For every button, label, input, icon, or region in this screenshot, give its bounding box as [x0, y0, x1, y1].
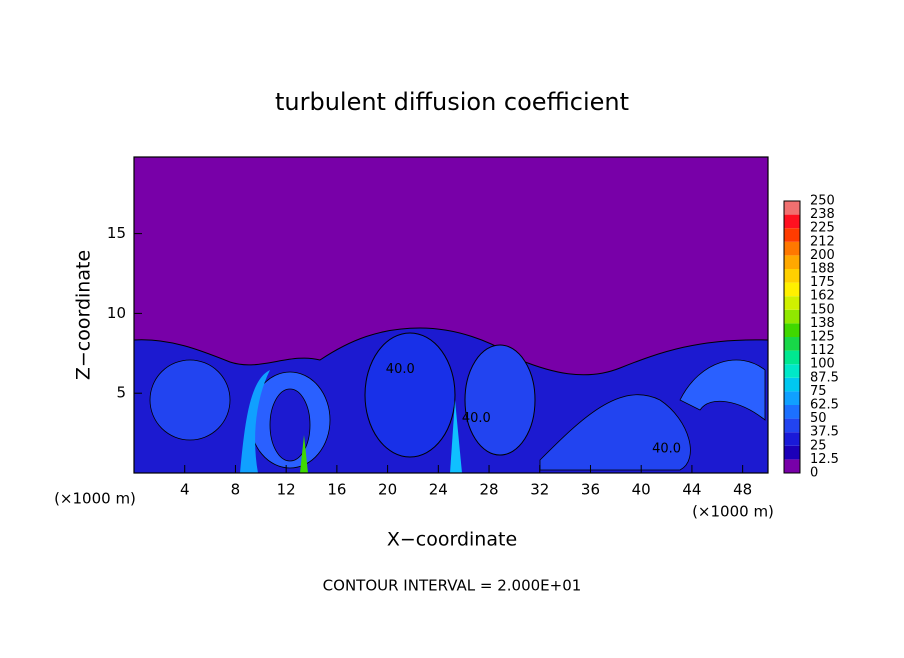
colorbar-tick-label: 175	[810, 275, 835, 290]
colorbar-swatch	[784, 377, 800, 392]
x-tick-label: 32	[530, 481, 549, 499]
colorbar-tick-label: 87.5	[810, 370, 839, 385]
x-axis-label: X−coordinate	[387, 529, 517, 551]
colorbar-swatch	[784, 459, 800, 473]
colorbar-tick-label: 138	[810, 316, 835, 331]
x-tick-label: 12	[277, 481, 296, 499]
x-unit-label: (×1000 m)	[692, 503, 774, 521]
colorbar-swatch	[784, 241, 800, 256]
colorbar-tick-label: 188	[810, 262, 835, 277]
colorbar-swatch	[784, 350, 800, 365]
chart-title: turbulent diffusion coefficient	[275, 88, 629, 116]
colorbar-tick-label: 225	[810, 221, 835, 236]
colorbar-swatch	[784, 228, 800, 242]
x-tick-label: 4	[180, 481, 190, 499]
colorbar-swatch	[784, 282, 800, 297]
colorbar-tick-label: 125	[810, 330, 835, 345]
colorbar-tick-label: 12.5	[810, 452, 839, 467]
colorbar-swatch	[784, 201, 800, 215]
field-region	[450, 400, 462, 473]
x-tick-label: 40	[632, 481, 651, 499]
colorbar-swatch	[784, 445, 800, 460]
y-tick-label: 10	[107, 304, 126, 322]
x-tick-label: 16	[327, 481, 346, 499]
colorbar-tick-label: 112	[810, 343, 835, 358]
colorbar-swatch	[784, 364, 800, 378]
field	[133, 156, 769, 474]
field-region	[300, 435, 308, 473]
colorbar-swatch	[784, 432, 800, 446]
colorbar-swatch	[784, 255, 800, 269]
x-tick-label: 36	[581, 481, 600, 499]
colorbar-tick-label: 62.5	[810, 398, 839, 413]
colorbar-swatch	[784, 309, 800, 324]
colorbar-tick-label: 0	[810, 466, 818, 481]
x-tick-label: 48	[733, 481, 752, 499]
field-region	[679, 359, 766, 421]
field-region	[269, 388, 311, 462]
colorbar-tick-label: 200	[810, 248, 835, 263]
colorbar-tick-label: 100	[810, 357, 835, 372]
colorbar-tick-label: 150	[810, 302, 835, 317]
colorbar-swatch	[784, 296, 800, 310]
footer-note: CONTOUR INTERVAL = 2.000E+01	[323, 577, 582, 595]
field-region	[464, 344, 536, 456]
field-region	[364, 332, 456, 458]
y-axis-label: Z−coordinate	[73, 250, 95, 380]
field-region	[240, 370, 270, 473]
colorbar-tick-label: 212	[810, 234, 835, 249]
colorbar-swatch	[784, 337, 800, 351]
colorbar-tick-label: 238	[810, 207, 835, 222]
y-tick-label: 15	[107, 224, 126, 242]
x-tick-label: 20	[378, 481, 397, 499]
x-unit-label: (×1000 m)	[54, 490, 136, 508]
field-region	[539, 394, 691, 471]
colorbar-frame	[783, 200, 801, 474]
colorbar-swatch	[784, 323, 800, 337]
contour-label: 40.0	[462, 411, 491, 426]
x-tick-label: 44	[682, 481, 701, 499]
colorbar-swatch	[784, 214, 800, 229]
x-tick-label: 8	[231, 481, 241, 499]
colorbar-tick-label: 25	[810, 438, 827, 453]
colorbar-swatch	[784, 269, 800, 283]
field-region	[149, 359, 231, 441]
colorbar-swatch	[784, 391, 800, 405]
plot-frame	[133, 156, 769, 474]
colorbar-swatch	[784, 418, 800, 433]
colorbar-tick-label: 37.5	[810, 425, 839, 440]
contour-label: 40.0	[652, 442, 681, 457]
colorbar-tick-label: 250	[810, 194, 835, 209]
colorbar-tick-label: 75	[810, 384, 827, 399]
colorbar-swatch	[784, 405, 800, 419]
y-tick-label: 5	[116, 384, 126, 402]
colorbar-tick-label: 162	[810, 289, 835, 304]
contour-label: 40.0	[386, 362, 415, 377]
x-tick-label: 24	[429, 481, 448, 499]
x-tick-label: 28	[479, 481, 498, 499]
colorbar-tick-label: 50	[810, 411, 827, 426]
